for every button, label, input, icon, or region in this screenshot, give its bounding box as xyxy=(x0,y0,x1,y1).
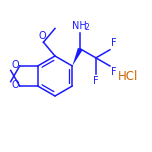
Text: F: F xyxy=(93,76,99,86)
Polygon shape xyxy=(72,48,83,66)
Text: 2: 2 xyxy=(84,23,89,32)
Text: F: F xyxy=(111,38,117,48)
Text: HCl: HCl xyxy=(118,69,138,83)
Text: O: O xyxy=(11,60,19,70)
Text: O: O xyxy=(11,80,19,90)
Text: F: F xyxy=(111,67,117,78)
Text: NH: NH xyxy=(72,21,87,31)
Text: O: O xyxy=(39,31,46,41)
